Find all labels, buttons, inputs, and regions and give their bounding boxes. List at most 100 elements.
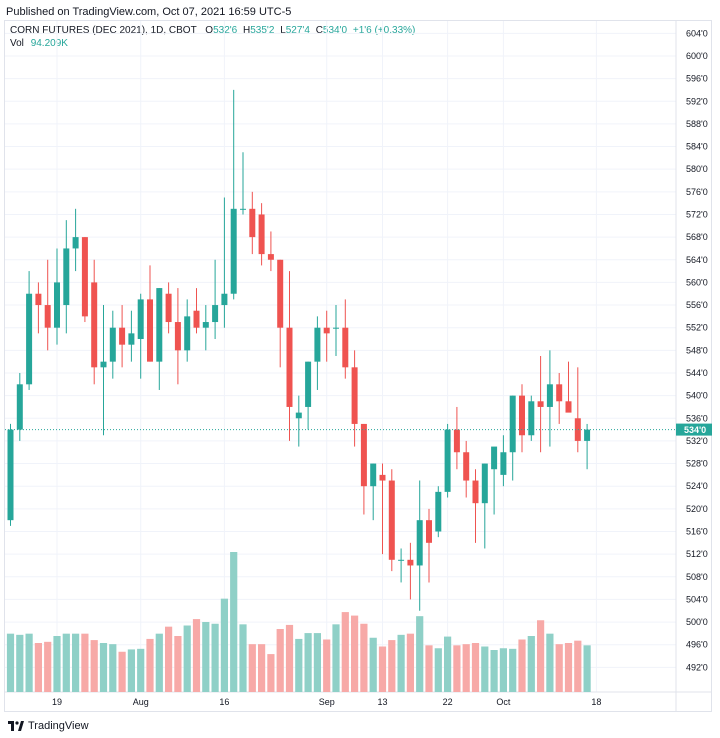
- y-tick-label: 564'0: [686, 255, 708, 265]
- volume-bar: [220, 598, 228, 692]
- candle-body: [91, 282, 98, 368]
- candle-body: [156, 288, 163, 362]
- candle-body: [16, 384, 23, 430]
- candle-body: [323, 327, 330, 334]
- y-tick-label: 524'0: [686, 481, 708, 491]
- y-tick-label: 540'0: [686, 391, 708, 401]
- candle-body: [491, 446, 498, 470]
- candle-body: [35, 293, 42, 306]
- legend-high-value: 535'2: [250, 25, 275, 36]
- candle-body: [277, 259, 284, 328]
- volume-bar: [564, 643, 573, 692]
- legend-volume-line: Vol 94.209K: [10, 38, 68, 49]
- y-tick-label: 584'0: [686, 142, 708, 152]
- candle-body: [109, 327, 116, 362]
- volume-bar: [44, 641, 52, 692]
- candle-body: [193, 310, 200, 328]
- volume-bar: [537, 620, 545, 692]
- y-tick-label: 512'0: [686, 549, 708, 559]
- x-tick-label: 19: [52, 697, 62, 707]
- volume-bar: [313, 633, 321, 692]
- volume-bar: [267, 654, 275, 692]
- published-caption: Published on TradingView.com, Oct 07, 20…: [6, 6, 292, 18]
- y-tick-label: 592'0: [686, 96, 708, 106]
- brand-name: TradingView: [28, 720, 89, 732]
- x-tick-label: 22: [443, 697, 453, 707]
- candle-body: [184, 316, 191, 351]
- candle-body: [388, 480, 395, 560]
- volume-bar: [72, 633, 80, 692]
- candle-body: [295, 412, 302, 419]
- candle-body: [435, 491, 442, 532]
- candle-body: [360, 423, 367, 487]
- volume-bar: [369, 637, 377, 692]
- candle-body: [398, 559, 405, 561]
- candle-body: [221, 293, 228, 306]
- brand[interactable]: TradingView: [8, 720, 89, 732]
- y-tick-label: 496'0: [686, 640, 708, 650]
- volume-bar: [555, 644, 563, 692]
- volume-bar: [360, 623, 368, 692]
- x-tick-label: Sep: [319, 697, 335, 707]
- y-tick-label: 588'0: [686, 119, 708, 129]
- candle-body: [212, 305, 219, 323]
- y-tick-label: 560'0: [686, 277, 708, 287]
- volume-bar: [239, 624, 247, 692]
- candle-body: [249, 208, 256, 238]
- volume-bar: [388, 640, 396, 692]
- volume-bar: [62, 633, 70, 692]
- legend-high-label: H: [243, 25, 251, 36]
- candle-body: [44, 305, 51, 328]
- y-tick-label: 492'0: [686, 662, 708, 672]
- volume-bar: [202, 622, 210, 692]
- volume-bar: [6, 633, 15, 692]
- last-price-label: 534'0: [684, 425, 706, 435]
- volume-bar: [211, 623, 219, 692]
- candle-body: [472, 480, 479, 504]
- candle-body: [407, 559, 414, 566]
- x-tick-label: 18: [591, 697, 601, 707]
- candle-body: [444, 429, 451, 492]
- volume-bar: [453, 645, 461, 692]
- candle-body: [63, 248, 70, 306]
- y-tick-label: 528'0: [686, 459, 708, 469]
- candle-body: [379, 474, 386, 481]
- volume-bar: [99, 643, 108, 692]
- candle-body: [81, 237, 88, 317]
- legend-vol-value: 94.209K: [30, 38, 68, 49]
- tradingview-logo-icon: [8, 721, 24, 731]
- legend-symbol-line: CORN FUTURES (DEC 2021), 1D, CBOT O532'6…: [10, 25, 415, 36]
- volume-bar: [574, 640, 582, 692]
- candle-body: [54, 282, 60, 328]
- volume-bar: [462, 644, 470, 692]
- volume-bar: [248, 644, 256, 692]
- candle-body: [519, 395, 525, 436]
- candle-body: [314, 327, 321, 362]
- x-tick-label: Oct: [496, 697, 511, 707]
- volume-bar: [481, 646, 489, 692]
- candle-body: [267, 254, 274, 260]
- candle-body: [351, 367, 358, 424]
- candle-body: [574, 418, 581, 441]
- candle-body: [137, 299, 144, 340]
- volume-bar: [416, 616, 424, 692]
- legend-open-value: 532'6: [213, 25, 238, 36]
- candle-body: [230, 208, 237, 294]
- volume-bar: [285, 624, 294, 692]
- volume-bar: [127, 649, 135, 692]
- legend-vol-label: Vol: [10, 38, 24, 49]
- y-tick-label: 532'0: [686, 436, 708, 446]
- volume-bar: [351, 615, 359, 692]
- volume-bar: [378, 646, 387, 692]
- volume-bar: [434, 648, 442, 692]
- candle-body: [509, 395, 516, 453]
- candle-body: [528, 401, 535, 436]
- volume-bar: [490, 650, 498, 692]
- volume-bar: [397, 634, 405, 692]
- candle-body: [128, 333, 135, 345]
- volume-bar: [509, 648, 517, 692]
- volume-bar: [174, 636, 182, 692]
- volume-bar: [165, 626, 173, 692]
- volume-bar: [90, 640, 98, 692]
